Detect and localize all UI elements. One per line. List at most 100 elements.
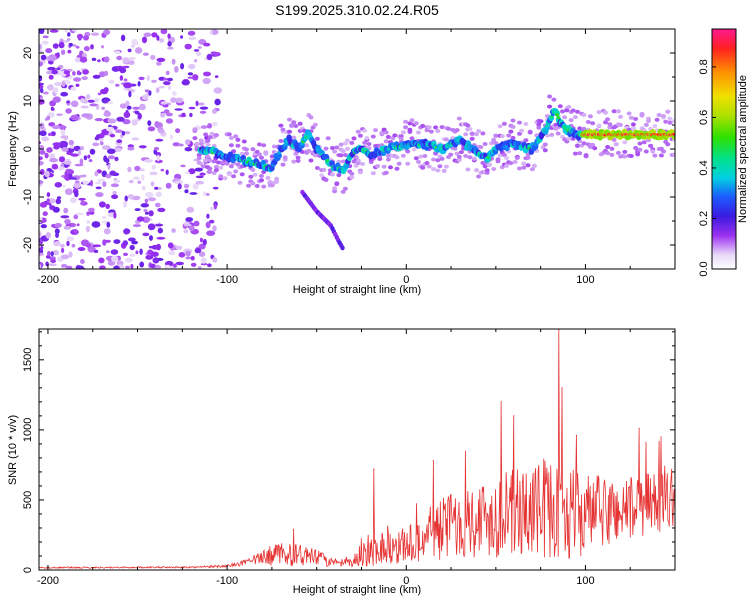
spectrogram-halo xyxy=(448,152,454,157)
spectrogram-noise-blob xyxy=(49,158,58,163)
spectrogram-noise-blob xyxy=(47,66,56,71)
spectrogram-halo xyxy=(450,136,456,141)
spectrogram-noise-blob xyxy=(40,54,47,61)
spectrogram-halo xyxy=(323,146,329,151)
spectrogram-noise-blob xyxy=(66,38,71,41)
spectrogram-noise-blob xyxy=(138,76,145,81)
spectrogram-noise-blob xyxy=(142,94,149,101)
spectrogram-halo xyxy=(424,161,430,165)
spectrogram-noise-blob xyxy=(73,77,82,82)
spectrogram-halo xyxy=(351,136,357,141)
spectrogram-halo xyxy=(476,129,482,134)
spectrogram-noise-blob xyxy=(66,151,73,155)
spectrogram-noise-blob xyxy=(213,203,217,210)
spectrogram-noise-blob xyxy=(160,29,168,35)
spectrogram-halo xyxy=(641,140,647,145)
spectrogram-halo xyxy=(428,129,434,134)
spectrogram-halo xyxy=(484,168,490,173)
spectrogram-noise-blob xyxy=(95,192,104,198)
spectrogram-halo xyxy=(306,148,312,153)
spectrogram-noise-blob xyxy=(132,176,140,180)
spectrogram-ridge xyxy=(672,133,675,137)
spectrogram-halo xyxy=(643,122,649,127)
spectrogram-noise-blob xyxy=(56,113,63,116)
spectrogram-halo xyxy=(330,146,335,150)
spectrogram-noise-blob xyxy=(59,140,68,148)
spectrogram-halo xyxy=(590,142,596,147)
spectrogram-halo xyxy=(390,136,396,141)
spectrogram-halo xyxy=(274,176,280,181)
spectrogram-noise-blob xyxy=(147,223,156,231)
spectrogram-noise-blob xyxy=(79,158,84,165)
spectrogram-noise-blob xyxy=(85,243,92,248)
spectrogram-halo xyxy=(336,173,342,178)
spectrogram-halo xyxy=(385,157,391,162)
spectrogram-noise-blob xyxy=(207,263,212,268)
spectrogram-halo xyxy=(353,155,359,160)
spectrogram-noise-blob xyxy=(157,129,165,134)
spectrogram-noise-blob xyxy=(104,56,110,63)
spectrogram-halo xyxy=(585,120,591,124)
spectrogram-noise-blob xyxy=(165,118,174,124)
spectrogram-halo xyxy=(508,161,514,166)
spectrogram-noise-blob xyxy=(111,194,119,199)
spectrogram-x-tick-label: 100 xyxy=(576,274,594,286)
spectrogram-noise-blob xyxy=(115,129,123,133)
spectrogram-noise-blob xyxy=(196,51,202,57)
spectrogram-noise-blob xyxy=(193,49,200,52)
spectrogram-noise-blob xyxy=(116,260,124,266)
spectrogram-halo xyxy=(314,166,320,170)
spectrogram-halo xyxy=(538,119,544,124)
spectrogram-noise-blob xyxy=(61,254,70,260)
spectrogram-noise-blob xyxy=(190,262,197,267)
spectrogram-halo xyxy=(633,145,639,150)
figure-title: S199.2025.310.02.24.R05 xyxy=(275,2,439,18)
spectrogram-halo xyxy=(224,161,230,166)
spectrogram-halo xyxy=(426,125,432,130)
spectrogram-noise-blob xyxy=(206,213,210,219)
spectrogram-noise-blob xyxy=(212,225,217,232)
spectrogram-halo xyxy=(370,171,376,176)
spectrogram-noise-blob xyxy=(81,113,91,118)
spectrogram-noise-blob xyxy=(123,82,133,89)
spectrogram-halo xyxy=(248,174,254,179)
spectrogram-noise-blob xyxy=(40,87,44,94)
spectrogram-halo xyxy=(392,133,398,138)
spectrogram-noise-blob xyxy=(113,179,121,183)
spectrogram-noise-blob xyxy=(86,211,90,216)
spectrogram-noise-blob xyxy=(75,265,84,269)
spectrogram-noise-blob xyxy=(60,91,69,97)
spectrogram-halo xyxy=(196,153,202,157)
spectrogram-noise-blob xyxy=(42,35,49,39)
spectrogram-noise-blob xyxy=(103,70,109,77)
spectrogram-noise-blob xyxy=(141,174,145,181)
spectrogram-halo xyxy=(228,143,234,148)
spectrogram-noise-blob xyxy=(129,244,135,251)
spectrogram-noise-blob xyxy=(167,33,171,39)
snr-peak xyxy=(513,415,515,417)
spectrogram-noise-blob xyxy=(50,106,54,110)
snr-frame xyxy=(38,328,676,571)
spectrogram-noise-blob xyxy=(214,75,219,78)
spectrogram-noise-blob xyxy=(156,35,160,41)
spectrogram-halo xyxy=(314,136,320,141)
spectrogram-halo xyxy=(504,156,510,161)
spectrogram-halo xyxy=(654,117,660,122)
spectrogram-noise-blob xyxy=(188,106,196,110)
spectrogram-halo xyxy=(263,151,269,156)
spectrogram-noise-blob xyxy=(180,62,185,70)
spectrogram-noise-blob xyxy=(60,163,65,168)
spectrogram-noise-blob xyxy=(53,144,60,150)
spectrogram-noise-blob xyxy=(88,207,95,213)
spectrogram-noise-blob xyxy=(103,29,111,35)
spectrogram-noise-blob xyxy=(155,202,161,208)
spectrogram-noise-blob xyxy=(97,59,101,63)
spectrogram-halo xyxy=(239,172,245,177)
spectrogram-halo xyxy=(280,162,286,167)
snr-peak xyxy=(500,401,502,403)
spectrogram-noise-blob xyxy=(119,103,127,109)
spectrogram-halo xyxy=(525,163,531,168)
spectrogram-halo xyxy=(203,158,209,163)
spectrogram-noise-blob xyxy=(131,119,138,126)
spectrogram-noise-blob xyxy=(122,65,130,69)
